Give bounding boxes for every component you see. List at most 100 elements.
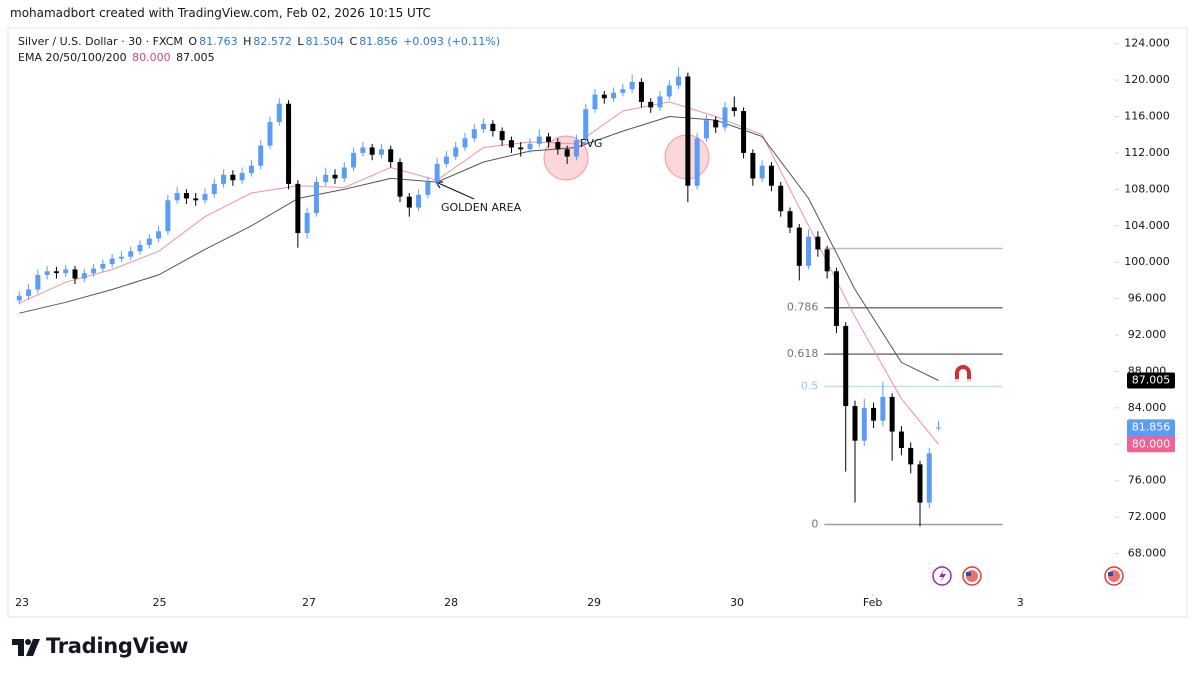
- x-tick-label: 23: [15, 596, 29, 609]
- y-tick-label: 68.000: [1128, 547, 1167, 560]
- ema-badge-label: 80.000: [1132, 437, 1171, 450]
- candle-body: [555, 142, 561, 150]
- candle-body: [44, 271, 50, 275]
- x-tick-label: 29: [587, 596, 601, 609]
- candle-body: [174, 192, 180, 201]
- fib-label: 0.5: [801, 379, 819, 392]
- candle-body: [416, 194, 422, 208]
- candle-body: [871, 407, 877, 421]
- candle-body: [583, 109, 589, 141]
- ema-badge-label: 87.005: [1132, 374, 1171, 387]
- candle-body: [91, 268, 97, 274]
- x-tick-label: 27: [302, 596, 316, 609]
- candle-body: [722, 107, 728, 128]
- x-tick-label: 28: [444, 596, 458, 609]
- candle-body: [211, 183, 217, 194]
- candle-body: [351, 152, 357, 168]
- ohlc-key: O: [188, 35, 198, 48]
- candle-body: [313, 182, 319, 214]
- candle-body: [35, 274, 41, 290]
- candle-body: [304, 213, 310, 234]
- candle-body: [499, 131, 505, 141]
- fib-label: 0.786: [787, 301, 819, 314]
- y-tick-label: 100.000: [1124, 255, 1170, 268]
- candle-body: [926, 453, 932, 503]
- header: mohamadbort created with TradingView.com…: [10, 6, 431, 20]
- candle-body: [286, 103, 292, 184]
- candle-body: [592, 94, 598, 110]
- ohlc-key: L: [297, 35, 304, 48]
- ema-line: [19, 115, 939, 381]
- candle-body: [109, 258, 115, 265]
- y-tick-label: 120.000: [1124, 73, 1170, 86]
- magnet-icon: [955, 365, 971, 382]
- last-price-label: 81.856: [1132, 420, 1171, 433]
- ema-line: [19, 101, 939, 445]
- candle-body: [53, 271, 59, 274]
- candle-body: [165, 200, 171, 232]
- candle-body: [202, 193, 208, 201]
- candle-body: [759, 165, 765, 179]
- y-tick-label: 104.000: [1124, 219, 1170, 232]
- candle-body: [443, 156, 449, 164]
- y-tick-label: 92.000: [1128, 328, 1167, 341]
- x-tick-label: 30: [730, 596, 744, 609]
- candle-body: [768, 165, 774, 186]
- candle-body: [806, 236, 812, 266]
- ema-badge: [1127, 436, 1175, 453]
- candle-body: [332, 174, 338, 179]
- candle-body: [713, 120, 719, 128]
- ohlc-value: 81.763: [199, 35, 238, 48]
- event-icon[interactable]: [932, 566, 952, 586]
- candle-body: [898, 431, 904, 448]
- candle-body: [676, 76, 682, 86]
- candle-body: [341, 167, 347, 179]
- candle-body: [397, 162, 403, 197]
- candle-body: [156, 231, 162, 239]
- y-tick-label: 84.000: [1128, 401, 1167, 414]
- ohlc-key: C: [349, 35, 358, 48]
- indicator-value: 87.005: [176, 51, 215, 64]
- candle-body: [546, 136, 552, 142]
- candle-body: [657, 96, 663, 108]
- candle-body: [685, 76, 691, 186]
- candle-body: [63, 269, 69, 274]
- candle-body: [267, 121, 273, 146]
- candle-body: [815, 236, 821, 250]
- candle-body: [239, 172, 245, 181]
- candle-body: [72, 269, 78, 279]
- ohlc-value: 81.504: [305, 35, 345, 48]
- ohlc-value: 81.856: [359, 35, 398, 48]
- candle-body: [861, 407, 867, 441]
- candle-body: [787, 211, 793, 228]
- candle-body: [796, 227, 802, 266]
- candle-body: [833, 271, 839, 326]
- y-tick-label: 96.000: [1128, 292, 1167, 305]
- event-icon[interactable]: [1104, 566, 1124, 586]
- change: +0.093 (+0.11%): [403, 35, 501, 48]
- candle-body: [462, 138, 468, 148]
- indicator-legend: EMA 20/50/100/200 80.000 87.005: [18, 51, 217, 64]
- x-tick-label: 25: [153, 596, 167, 609]
- candle-body: [26, 289, 32, 296]
- candle-body: [703, 120, 709, 139]
- candle-body: [81, 273, 87, 279]
- candle-body: [638, 81, 644, 102]
- candle-body: [425, 182, 431, 195]
- candle-body: [843, 325, 849, 407]
- candle-body: [118, 256, 124, 259]
- event-icon[interactable]: [962, 566, 982, 586]
- candle-body: [193, 198, 199, 201]
- indicator-value: 80.000: [132, 51, 171, 64]
- candle-body: [406, 196, 412, 208]
- ohlc-key: H: [243, 35, 252, 48]
- candle-body: [258, 145, 264, 166]
- annotation: FVG: [580, 137, 602, 150]
- candle-body: [369, 147, 375, 155]
- candle-body: [388, 149, 394, 163]
- candle-body: [360, 147, 366, 153]
- candle-body: [137, 244, 143, 252]
- candle-body: [378, 149, 384, 155]
- candle-body: [490, 123, 496, 132]
